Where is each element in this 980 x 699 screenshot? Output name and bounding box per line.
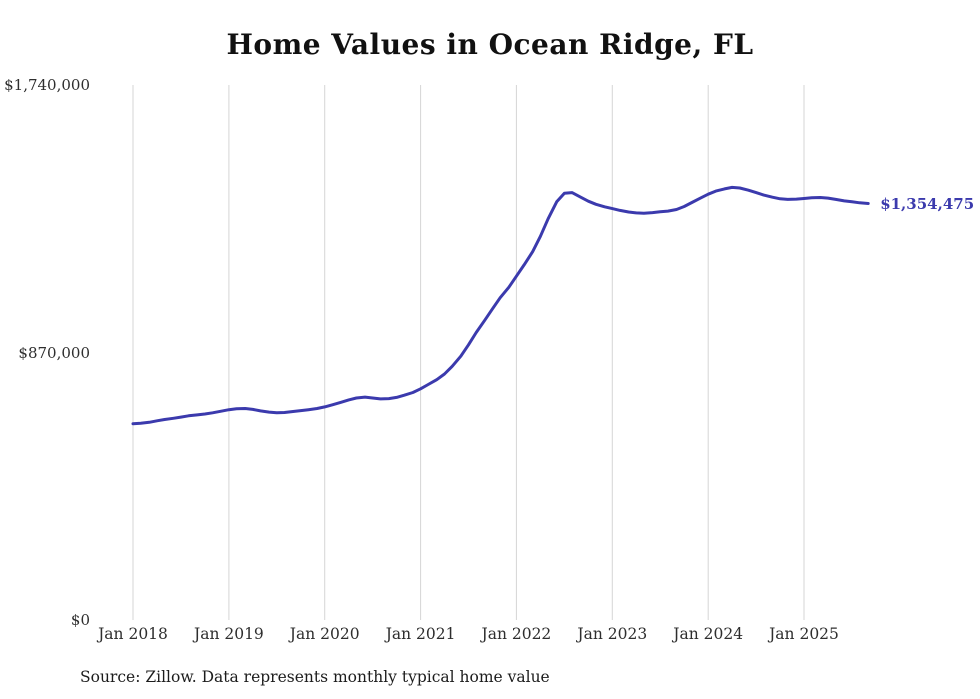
- y-axis-tick-label: $1,740,000: [4, 76, 90, 94]
- x-axis-tick-label: Jan 2023: [577, 625, 648, 643]
- x-axis-tick-label: Jan 2018: [98, 625, 168, 643]
- end-value-label: $1,354,475: [880, 194, 975, 213]
- source-note: Source: Zillow. Data represents monthly …: [80, 668, 550, 686]
- x-axis: Jan 2018 Jan 2019 Jan 2020 Jan 2021 Jan 2022…: [0, 625, 980, 649]
- x-axis-tick-label: Jan 2019: [193, 625, 264, 643]
- y-axis-tick-label: $870,000: [18, 343, 90, 362]
- y-axis-tick-label: $0: [70, 611, 90, 629]
- x-axis-tick-label: Jan 2020: [289, 625, 360, 643]
- x-axis-tick-label: Jan 2021: [385, 625, 456, 643]
- x-axis-tick-label: Jan 2025: [769, 625, 839, 643]
- chart-title: Home Values in Ocean Ridge, FL: [226, 28, 754, 61]
- x-axis-tick-label: Jan 2022: [481, 625, 552, 643]
- y-axis: $0 $870,000 $1,740,000: [0, 0, 90, 699]
- x-axis-tick-label: Jan 2024: [673, 625, 744, 643]
